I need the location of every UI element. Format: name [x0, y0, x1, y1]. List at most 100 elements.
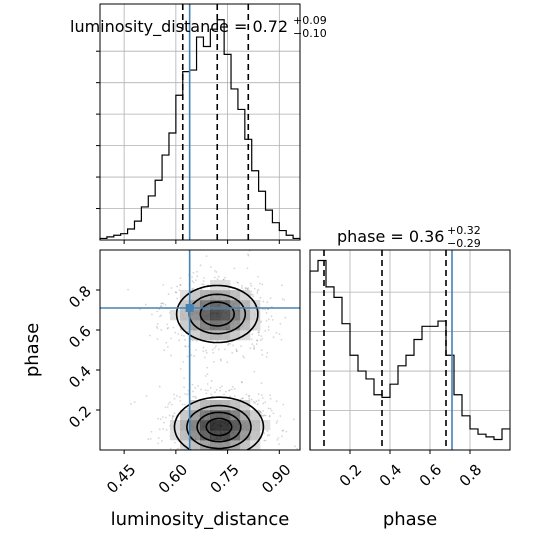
joint-density-cell: [190, 400, 201, 411]
joint-sample-point: [272, 412, 275, 415]
phase-title-sup: +0.32: [447, 224, 481, 237]
joint-sample-point: [232, 385, 234, 388]
joint-sample-point: [221, 385, 223, 388]
joint-sample-point: [179, 284, 182, 287]
joint-sample-point: [171, 414, 174, 417]
phase-hist-xtick-label: 0.6: [416, 461, 446, 491]
joint-sample-point: [156, 327, 159, 330]
joint-sample-point: [217, 275, 220, 278]
joint-density-cell: [210, 410, 221, 421]
joint-sample-point: [206, 389, 209, 392]
joint-density-cell: [190, 440, 201, 450]
joint-sample-point: [183, 403, 186, 406]
joint-density-cell: [230, 400, 241, 411]
joint-sample-point: [167, 326, 169, 329]
joint-sample-point: [296, 447, 299, 450]
phase-hist-xtick-label: 0.8: [456, 461, 486, 491]
joint-density-cell: [230, 420, 241, 431]
joint-sample-point: [247, 254, 250, 257]
joint-sample-point: [251, 293, 254, 296]
joint-sample-point: [249, 347, 252, 350]
joint-density-cell: [170, 310, 181, 321]
joint-sample-point: [171, 416, 174, 419]
joint-sample-point: [164, 416, 167, 419]
joint-sample-point: [211, 348, 214, 351]
joint-sample-point: [267, 407, 270, 410]
joint-sample-point: [201, 283, 204, 286]
joint-sample-point: [206, 366, 209, 369]
joint-sample-point: [281, 429, 284, 432]
joint-sample-point: [285, 430, 288, 433]
joint-sample-point: [209, 387, 212, 389]
phase-title-main: phase = 0.36: [337, 227, 444, 246]
x-axis-label-luminosity-distance: luminosity_distance: [111, 509, 290, 530]
joint-sample-point: [170, 287, 173, 289]
joint-sample-point: [202, 346, 205, 349]
joint-contour-line: [196, 301, 242, 443]
joint-sample-point: [242, 355, 244, 357]
joint-sample-point: [195, 279, 197, 282]
joint-sample-point: [263, 439, 266, 442]
joint-sample-point: [219, 358, 222, 361]
joint-sample-point: [261, 283, 264, 286]
joint-sample-point: [127, 288, 129, 291]
x-axis-label-phase: phase: [383, 509, 437, 530]
joint-sample-point: [253, 287, 256, 290]
joint-xtick-label: 0.45: [103, 461, 139, 497]
joint-sample-point: [144, 303, 147, 306]
joint-density-cell: [190, 330, 201, 341]
joint-sample-point: [157, 417, 160, 420]
joint-sample-point: [269, 297, 272, 300]
joint-sample-point: [250, 294, 253, 296]
joint-density-cell: [250, 310, 261, 321]
joint-sample-point: [203, 283, 205, 286]
joint-sample-point: [203, 277, 206, 279]
joint-sample-point: [194, 386, 197, 389]
joint-sample-point: [187, 408, 190, 411]
joint-sample-point: [247, 253, 249, 256]
joint-sample-point: [235, 348, 238, 351]
joint-sample-point: [268, 434, 271, 436]
joint-sample-point: [183, 386, 185, 389]
joint-ytick-label: 0.8: [65, 282, 95, 312]
joint-sample-point: [173, 393, 175, 396]
joint-density-cell: [240, 320, 251, 331]
joint-sample-point: [217, 348, 220, 351]
joint-sample-point: [271, 318, 274, 321]
joint-sample-point: [269, 407, 272, 410]
joint-sample-point: [280, 338, 283, 341]
joint-sample-point: [260, 335, 263, 338]
joint-sample-point: [220, 359, 222, 362]
joint-sample-point: [167, 403, 170, 405]
joint-sample-point: [160, 305, 163, 308]
joint-sample-point: [241, 284, 243, 287]
joint-sample-point: [157, 442, 159, 445]
joint-sample-point: [255, 400, 258, 403]
joint-sample-point: [260, 320, 263, 323]
joint-sample-point: [175, 291, 178, 294]
joint-density-cell: [220, 400, 231, 411]
joint-sample-point: [172, 326, 175, 329]
joint-sample-point: [176, 297, 179, 300]
joint-sample-point: [268, 414, 271, 417]
joint-sample-point: [192, 395, 195, 398]
joint-sample-point: [284, 316, 287, 319]
joint-sample-point: [226, 361, 229, 364]
joint-sample-point: [233, 387, 236, 390]
joint-sample-point: [167, 293, 170, 296]
ld-hist-steps: [99, 19, 301, 240]
joint-sample-point: [282, 429, 285, 432]
joint-sample-point: [268, 415, 271, 418]
joint-sample-point: [228, 389, 231, 392]
joint-sample-point: [162, 302, 165, 305]
joint-sample-point: [281, 297, 284, 300]
joint-sample-point: [260, 394, 263, 397]
joint-sample-point: [180, 334, 183, 337]
joint-sample-point: [206, 373, 209, 375]
joint-sample-point: [194, 395, 196, 398]
joint-sample-point: [166, 323, 168, 326]
joint-sample-point: [151, 313, 153, 316]
joint-sample-point: [172, 415, 175, 418]
joint-sample-point: [250, 338, 253, 341]
joint-sample-point: [231, 351, 234, 354]
